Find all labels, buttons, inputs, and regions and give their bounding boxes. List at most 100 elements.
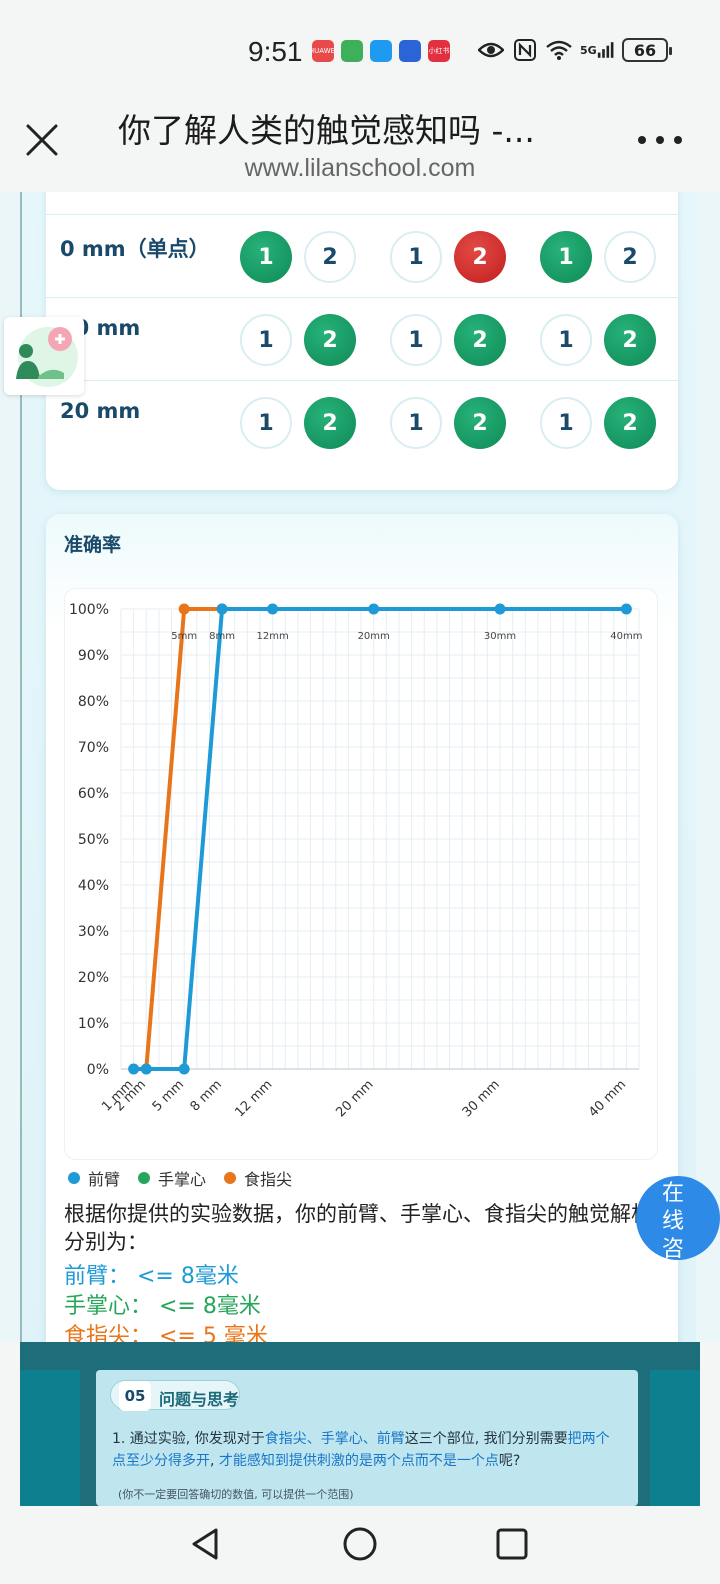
answer-circle-plain[interactable]: 2 [304, 231, 356, 283]
question-text-highlight: 才能感知到提供刺激的是两个点而不是一个点 [218, 1453, 499, 1469]
accuracy-card: 准确率 0% 10% 20% 30% 40% 50% 60% 70% 80% 90% 100% 1 m… [46, 514, 678, 1342]
legend-label: 手掌心 [158, 1170, 207, 1189]
y-tick-label: 50% [78, 832, 109, 848]
answer-circle-plain[interactable]: 2 [604, 231, 656, 283]
chart-legend: 前臂 手掌心 食指尖 [68, 1166, 292, 1190]
data-point [267, 603, 279, 615]
online-consult-button[interactable]: 在 线 咨 询 [636, 1176, 720, 1260]
question-note: (你不一定要回答确切的数值, 可以提供一个范围) [118, 1488, 354, 1501]
point-label: 30mm [484, 631, 516, 642]
point-label: 20mm [358, 631, 390, 642]
question-title: 问题与思考 [159, 1390, 240, 1409]
accuracy-chart: 0% 10% 20% 30% 40% 50% 60% 70% 80% 90% 100% 1 mm 2 m… [64, 588, 658, 1160]
x-tick-label: 12 mm [232, 1077, 275, 1120]
y-tick-label: 60% [78, 786, 109, 802]
table-row-partial [46, 192, 678, 193]
answer-circle-plain[interactable]: 1 [240, 314, 292, 366]
answer-circle-green[interactable]: 2 [454, 397, 506, 449]
point-label: 5mm [171, 631, 197, 642]
banner-decoration-left [20, 1370, 80, 1506]
more-options-icon[interactable] [638, 136, 682, 148]
eye-icon [478, 38, 504, 62]
question-banner: 05 问题与思考 1. 通过实验, 你发现对于食指尖、手掌心、前臂这三个部位, … [20, 1342, 700, 1506]
status-app-icons: HUAWEI 小红书 [312, 40, 450, 62]
answer-circle-plain[interactable]: 1 [240, 397, 292, 449]
consult-char: 线 [661, 1209, 684, 1234]
row-distance-label: 0 mm（单点） [60, 237, 210, 261]
wifi-icon [546, 38, 572, 62]
answer-circle-green[interactable]: 2 [604, 397, 656, 449]
close-icon[interactable] [24, 122, 60, 158]
system-nav-bar [0, 1506, 720, 1584]
table-row: 20 mm 1 2 1 2 1 2 [46, 380, 678, 463]
data-point [216, 603, 228, 615]
answer-circle-green[interactable]: 1 [240, 231, 292, 283]
legend-item[interactable]: 食指尖 [224, 1166, 292, 1190]
x-tick-label: 30 mm [460, 1077, 503, 1120]
y-tick-label: 0% [87, 1062, 109, 1078]
back-icon[interactable] [186, 1524, 226, 1564]
answer-circle-green[interactable]: 2 [604, 314, 656, 366]
status-bar: 9:51 HUAWEI 小红书 5G 66 [0, 0, 720, 96]
y-tick-label: 100% [69, 602, 109, 618]
answer-circle-plain[interactable]: 1 [390, 231, 442, 283]
legend-dot [68, 1172, 80, 1184]
consult-char: 在 [661, 1181, 684, 1206]
table-row: 10 mm 1 2 1 2 1 2 [46, 297, 678, 380]
notification-app-icon: HUAWEI [312, 40, 334, 62]
browser-title-bar: 你了解人类的触觉感知吗 -... www.lilanschool.com [0, 96, 720, 192]
accuracy-title: 准确率 [64, 534, 122, 556]
legend-dot [224, 1172, 237, 1184]
row-distance-label: 20 mm [60, 399, 141, 423]
page-url: www.lilanschool.com [244, 154, 476, 182]
legend-label: 前臂 [88, 1170, 121, 1189]
question-text-part: , [210, 1453, 219, 1469]
nfc-icon [512, 38, 538, 62]
y-tick-label: 70% [78, 740, 109, 756]
question-text-part: 这三个部位, 我们分别需要 [404, 1431, 568, 1447]
recent-apps-icon[interactable] [492, 1524, 532, 1564]
notification-app-icon [370, 40, 392, 62]
page-content: 0 mm（单点） 1 2 1 2 1 2 10 mm 1 2 1 2 1 2 20 mm 1 2 1 2 1 2 准确率… [0, 192, 720, 1342]
question-text-highlight: 把两个点至少分得多开 [112, 1431, 610, 1469]
home-icon[interactable] [340, 1524, 380, 1564]
y-tick-label: 10% [78, 1016, 109, 1032]
question-text-highlight: 食指尖、手掌心、前臂 [264, 1431, 405, 1447]
point-label: 40mm [610, 631, 642, 642]
answer-circle-green[interactable]: 2 [454, 314, 506, 366]
notification-app-icon [399, 40, 421, 62]
y-tick-label: 80% [78, 694, 109, 710]
answer-circle-green[interactable]: 1 [540, 231, 592, 283]
legend-item[interactable]: 前臂 [68, 1166, 120, 1190]
question-panel: 05 问题与思考 1. 通过实验, 你发现对于食指尖、手掌心、前臂这三个部位, … [96, 1370, 638, 1506]
answer-circle-plain[interactable]: 1 [390, 314, 442, 366]
answer-circle-plain[interactable]: 1 [540, 314, 592, 366]
point-label: 8mm [209, 631, 235, 642]
data-point [140, 1063, 152, 1075]
answer-circle-red[interactable]: 2 [454, 231, 506, 283]
y-tick-label: 40% [78, 878, 109, 894]
series-line [131, 607, 629, 1071]
result-fingertip: 食指尖： <= 5 毫米 [64, 1324, 268, 1342]
notification-app-icon [341, 40, 363, 62]
x-tick-label: 20 mm [333, 1077, 376, 1120]
table-row: 0 mm（单点） 1 2 1 2 1 2 [46, 214, 678, 297]
question-badge: 05 问题与思考 [110, 1380, 240, 1411]
legend-label: 食指尖 [244, 1170, 293, 1189]
y-tick-label: 20% [78, 970, 109, 986]
result-forearm: 前臂： <= 8毫米 [64, 1264, 239, 1289]
x-tick-label: 40 mm [586, 1077, 629, 1120]
question-text-part: 1. 通过实验, 你发现对于 [112, 1431, 265, 1447]
answer-circle-plain[interactable]: 1 [390, 397, 442, 449]
legend-dot [138, 1172, 151, 1184]
answer-circle-green[interactable]: 2 [304, 397, 356, 449]
content-column: 0 mm（单点） 1 2 1 2 1 2 10 mm 1 2 1 2 1 2 20 mm 1 2 1 2 1 2 准确率… [20, 192, 696, 1342]
banner-decoration-right [650, 1370, 700, 1506]
legend-item[interactable]: 手掌心 [138, 1166, 206, 1190]
data-point [178, 1063, 190, 1075]
floating-avatar-button[interactable] [4, 317, 84, 395]
data-point [128, 1063, 140, 1075]
answer-circle-plain[interactable]: 1 [540, 397, 592, 449]
answer-circle-green[interactable]: 2 [304, 314, 356, 366]
result-intro: 根据你提供的实验数据，你的前臂、手掌心、食指尖的触觉解析度分别为： [64, 1202, 673, 1254]
